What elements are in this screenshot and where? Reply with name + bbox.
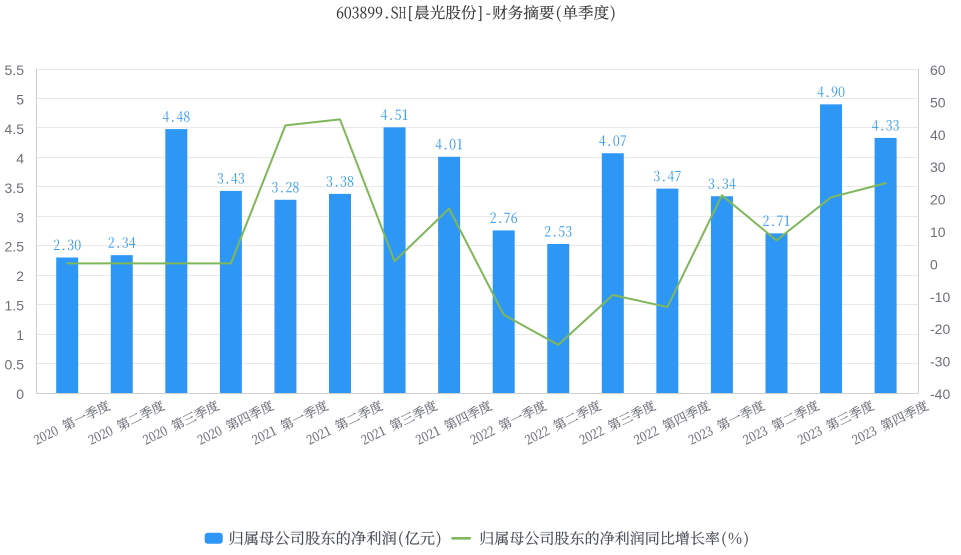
svg-text:0: 0 bbox=[16, 386, 24, 402]
svg-text:3: 3 bbox=[16, 209, 24, 225]
svg-text:1.5: 1.5 bbox=[5, 298, 25, 314]
svg-text:-10: -10 bbox=[930, 289, 950, 305]
svg-text:30: 30 bbox=[930, 159, 946, 175]
svg-text:60: 60 bbox=[930, 62, 946, 78]
svg-text:0.5: 0.5 bbox=[5, 357, 25, 373]
svg-text:0: 0 bbox=[930, 256, 938, 272]
svg-text:4: 4 bbox=[16, 150, 24, 166]
svg-text:10: 10 bbox=[930, 224, 946, 240]
svg-text:50: 50 bbox=[930, 94, 946, 110]
svg-text:-20: -20 bbox=[930, 321, 950, 337]
svg-text:40: 40 bbox=[930, 127, 946, 143]
svg-text:2.5: 2.5 bbox=[5, 239, 25, 255]
svg-text:3.5: 3.5 bbox=[5, 180, 25, 196]
svg-text:1: 1 bbox=[16, 327, 24, 343]
svg-text:20: 20 bbox=[930, 192, 946, 208]
svg-text:5: 5 bbox=[16, 91, 24, 107]
svg-text:2: 2 bbox=[16, 268, 24, 284]
svg-text:4.5: 4.5 bbox=[5, 121, 25, 137]
svg-text:5.5: 5.5 bbox=[5, 62, 25, 78]
svg-text:-40: -40 bbox=[930, 386, 950, 402]
svg-text:-30: -30 bbox=[930, 354, 950, 370]
